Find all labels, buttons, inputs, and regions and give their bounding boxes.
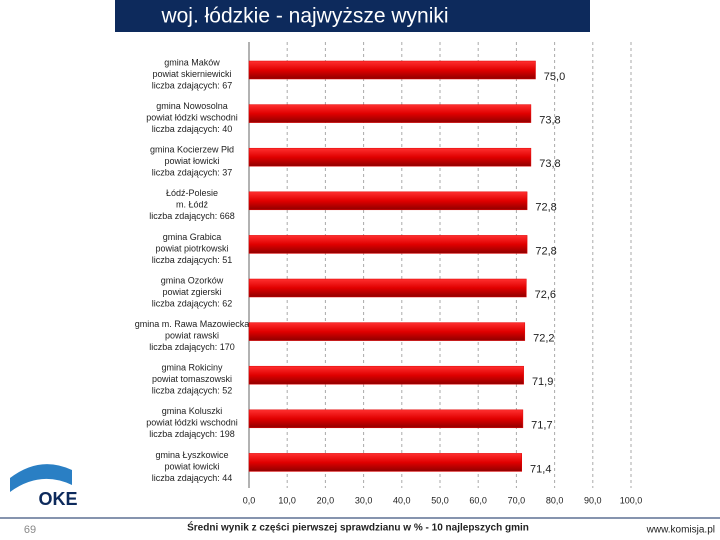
x-tick-label: 80,0 (546, 495, 564, 505)
x-tick-label: 20,0 (317, 495, 335, 505)
category-label: gmina m. Rawa Mazowiecka (135, 319, 250, 329)
category-label: powiat łódzki wschodni (146, 418, 238, 428)
category-label: powiat piotrkowski (155, 243, 228, 253)
category-label: powiat łowicki (164, 156, 219, 166)
x-tick-label: 90,0 (584, 495, 602, 505)
x-tick-label: 60,0 (469, 495, 487, 505)
x-tick-label: 30,0 (355, 495, 373, 505)
x-tick-label: 10,0 (278, 495, 296, 505)
bar (248, 365, 524, 385)
bar (248, 147, 532, 167)
bar (248, 191, 528, 211)
category-label: gmina Grabica (163, 232, 222, 242)
category-label: powiat rawski (165, 330, 219, 340)
title: woj. łódzkie - najwyższe wyniki (160, 5, 448, 28)
category-label: Łódź-Polesie (166, 188, 218, 198)
value-label: 72,2 (533, 333, 554, 345)
bar (248, 322, 526, 341)
x-tick-label: 50,0 (431, 495, 449, 505)
category-label: liczba zdających: 67 (152, 80, 233, 90)
logo: OKE (10, 464, 78, 509)
category-label: powiat tomaszowski (152, 374, 232, 384)
footer-url: www.komisja.pl (646, 525, 715, 536)
value-label: 73,8 (539, 115, 560, 127)
title-bar (115, 0, 590, 32)
bar (248, 235, 528, 254)
value-label: 71,7 (531, 420, 552, 432)
category-label: liczba zdających: 668 (149, 211, 235, 221)
category-label: gmina Rokiciny (161, 363, 223, 373)
logo-text: OKE (38, 489, 77, 509)
x-tick-label: 100,0 (620, 495, 643, 505)
category-label: gmina Kocierzew Płd (150, 145, 234, 155)
x-tick-label: 40,0 (393, 495, 411, 505)
category-label: liczba zdających: 62 (152, 298, 233, 308)
x-tick-label: 0,0 (243, 495, 256, 505)
category-label: liczba zdających: 170 (149, 342, 235, 352)
category-label: gmina Ozorków (161, 275, 224, 285)
category-label: liczba zdających: 37 (152, 168, 233, 178)
value-label: 72,8 (535, 245, 556, 257)
value-label: 75,0 (544, 71, 565, 83)
category-label: liczba zdających: 44 (152, 473, 233, 483)
category-label: powiat skierniewicki (152, 69, 231, 79)
category-label: powiat łowicki (164, 461, 219, 471)
value-label: 71,4 (530, 463, 551, 475)
category-label: gmina Koluszki (162, 406, 223, 416)
bar (248, 278, 527, 298)
category-label: liczba zdających: 198 (149, 429, 235, 439)
value-label: 71,9 (532, 376, 553, 388)
bar (248, 60, 536, 80)
value-label: 72,8 (535, 202, 556, 214)
category-label: powiat zgierski (162, 287, 221, 297)
value-label: 73,8 (539, 158, 560, 170)
bar (248, 104, 532, 123)
bar (248, 409, 524, 429)
category-label: liczba zdających: 51 (152, 255, 233, 265)
value-label: 72,6 (535, 289, 556, 301)
category-label: gmina Maków (164, 57, 220, 67)
category-label: gmina Łyszkowice (155, 450, 228, 460)
category-label: powiat łódzki wschodni (146, 112, 238, 122)
bar (248, 453, 522, 472)
page-number: 69 (24, 524, 36, 536)
x-axis-label: Średni wynik z części pierwszej sprawdzi… (187, 521, 529, 534)
category-label: m. Łódź (176, 200, 209, 210)
category-label: liczba zdających: 52 (152, 386, 233, 396)
category-label: liczba zdających: 40 (152, 124, 233, 134)
x-tick-label: 70,0 (508, 495, 526, 505)
category-label: gmina Nowosolna (156, 101, 228, 111)
